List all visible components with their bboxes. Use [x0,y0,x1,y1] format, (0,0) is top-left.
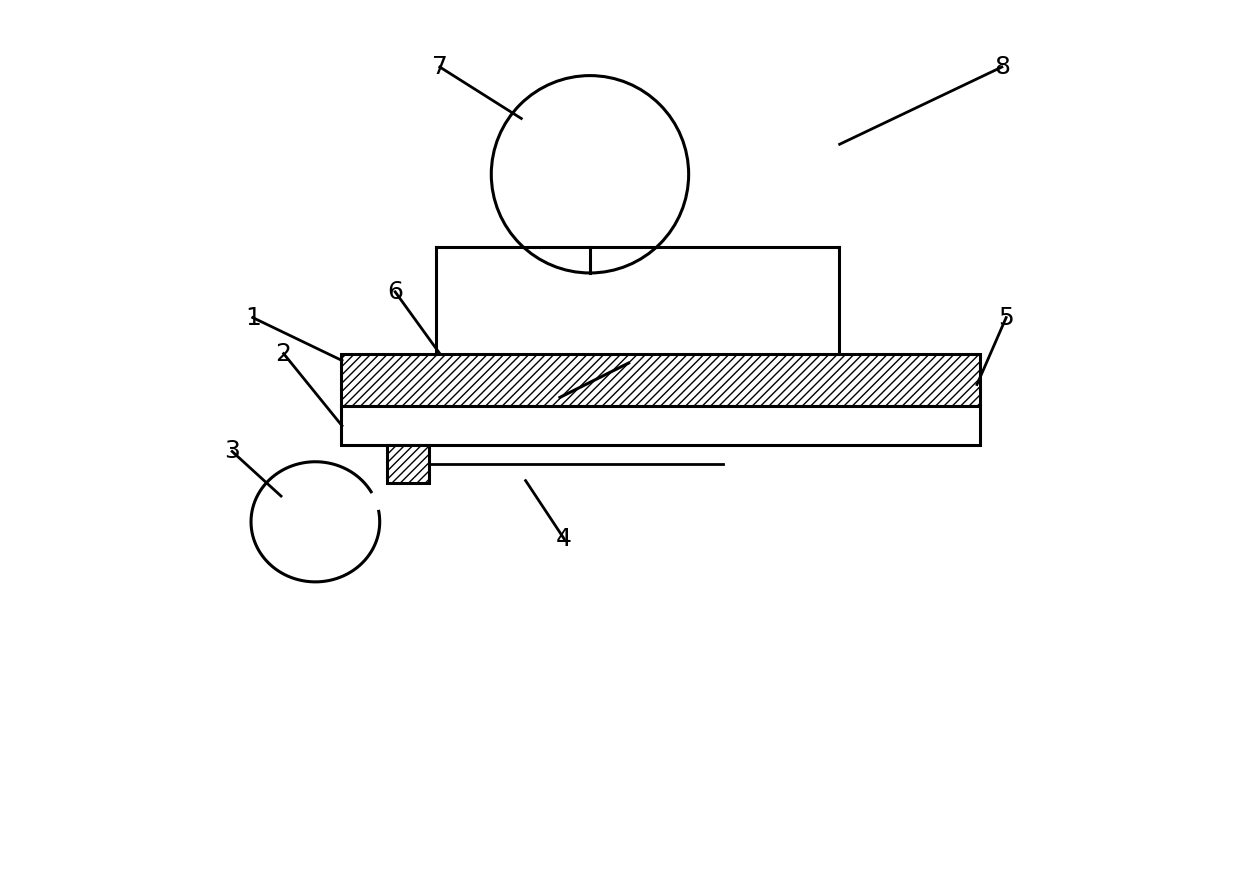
Text: 1: 1 [244,305,260,330]
Bar [341,355,981,406]
Text: 6: 6 [387,280,403,303]
Text: 7: 7 [432,55,448,79]
Text: 5: 5 [998,305,1014,330]
Bar [341,406,981,445]
Text: 4: 4 [557,527,572,551]
Text: 2: 2 [275,342,291,365]
Text: 3: 3 [224,439,241,463]
Text: 8: 8 [993,55,1009,79]
Bar [387,445,429,483]
